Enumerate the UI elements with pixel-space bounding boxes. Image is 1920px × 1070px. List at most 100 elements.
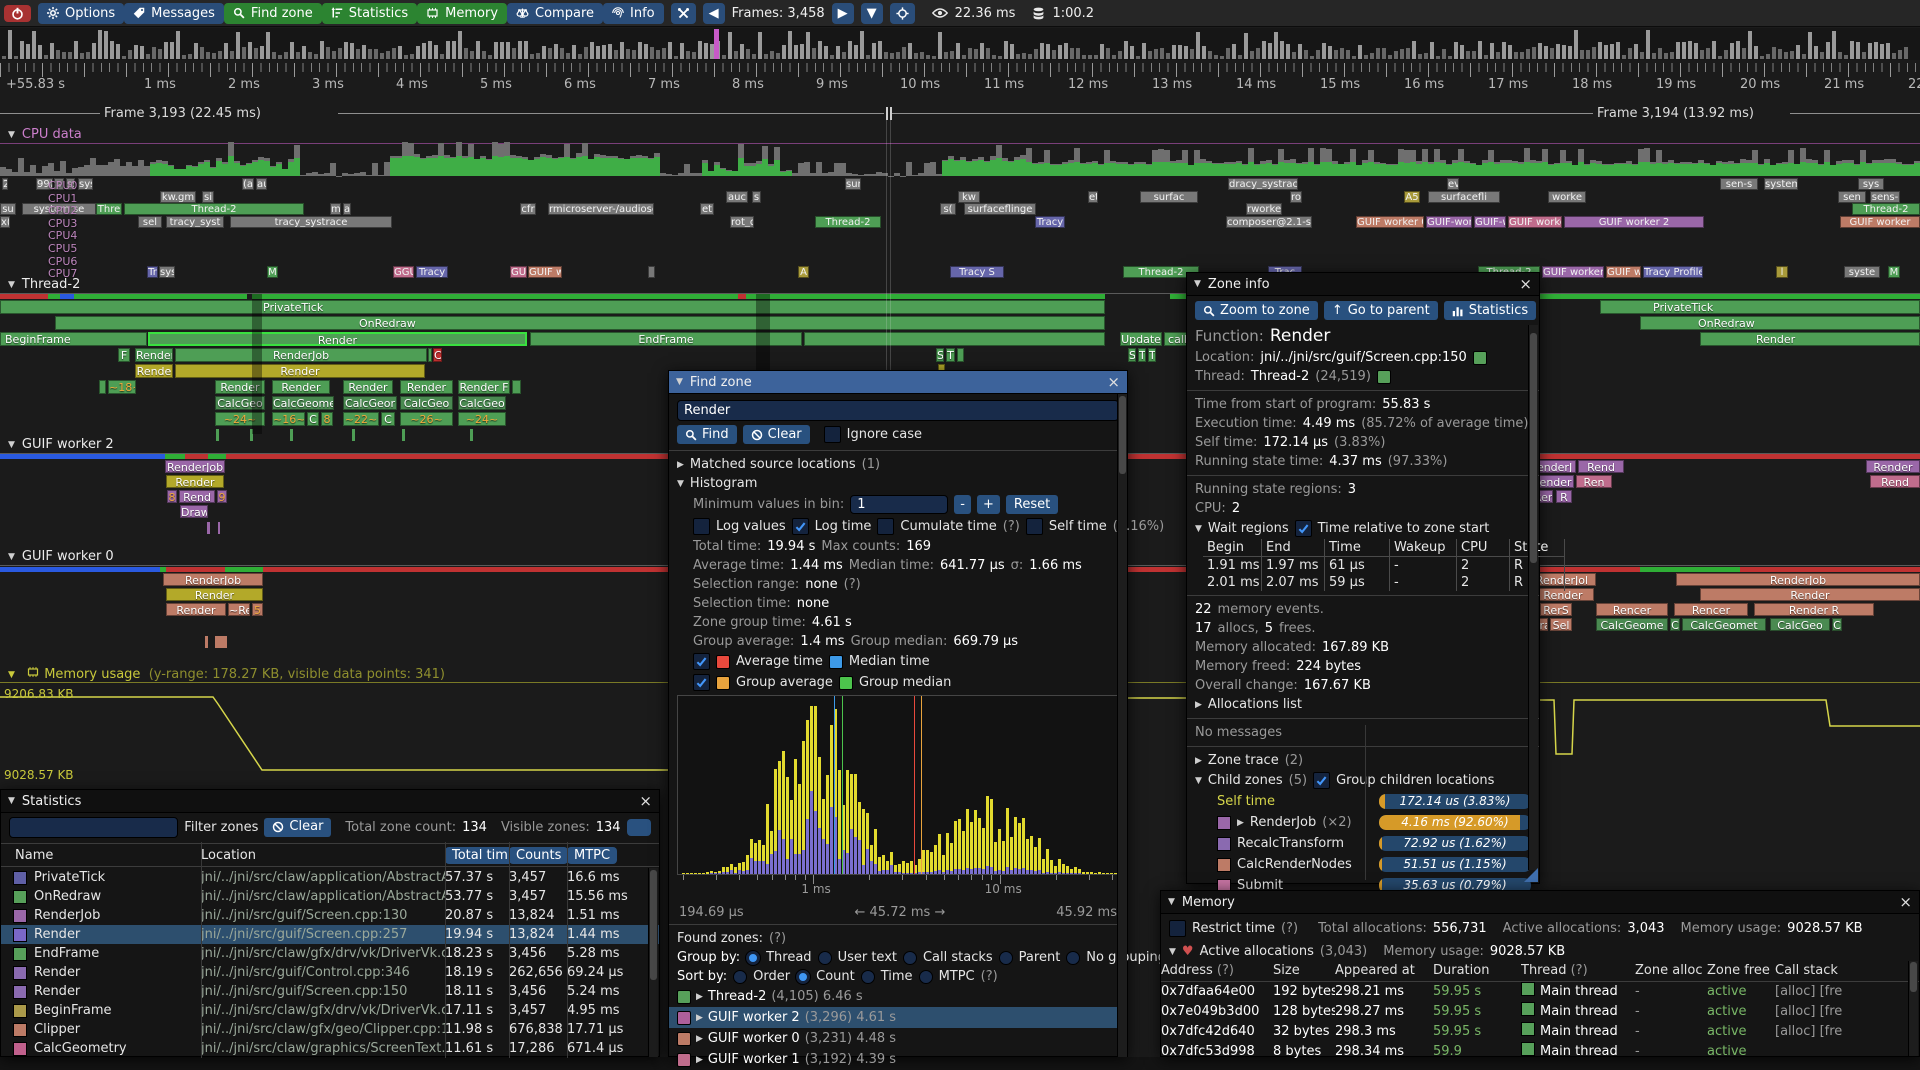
zone[interactable]: PrivateTick [1600,300,1920,314]
compare-button[interactable]: Compare [507,3,603,24]
zone[interactable]: Render [1700,588,1920,601]
zone[interactable]: CalcGeome [272,396,334,410]
zone[interactable]: RenderJob [165,460,225,473]
cpu-zone[interactable]: GUIF worker 1 [1508,216,1562,228]
zone-trace-section[interactable]: ▶Zone trace(2) [1187,751,1539,770]
zone[interactable]: ~18~ [108,380,136,394]
cpu-zone[interactable]: dracy_systrace [1228,178,1298,190]
prev-frame-button[interactable]: ◀ [703,3,725,24]
zone[interactable]: CalcGeo [1770,618,1830,631]
group-by-thread[interactable] [746,951,760,965]
zone[interactable]: Sel [1550,618,1572,631]
cpu-zone[interactable]: sen-s [1720,178,1758,190]
power-button[interactable] [4,5,31,22]
memory-titlebar[interactable]: ▼ Memory × [1161,891,1919,914]
cpu-zone[interactable]: tracy_systrace [230,216,392,228]
zone[interactable]: RenderJob [163,573,263,586]
cpu-zone[interactable]: kw [958,191,980,203]
zone[interactable]: Render [1700,332,1920,346]
histogram-plot[interactable] [677,695,1119,875]
memory-window[interactable]: ▼ Memory × Restrict time (?) Total alloc… [1160,890,1920,1057]
log-time-checkbox[interactable] [792,518,809,535]
zone[interactable]: Render [148,332,527,346]
zone[interactable]: Render F [458,380,510,394]
tools-button[interactable] [671,3,696,24]
collapse-icon[interactable]: ▼ [1194,279,1201,289]
active-allocations-section[interactable]: ▼ ♥ Active allocations (3,043) Memory us… [1161,942,1919,961]
child-zones-section[interactable]: ▼Child zones(5) Group children locations [1187,770,1539,791]
cpu-zone[interactable]: Thread-2 [1852,203,1920,215]
zone[interactable] [428,348,432,362]
cpu-zone[interactable]: rot_d [730,216,754,228]
zone[interactable]: ~16~ [272,412,305,426]
zone[interactable]: Render [272,380,330,394]
scrollbar-thumb[interactable] [1530,333,1537,563]
self-time-checkbox[interactable] [1026,518,1043,535]
cpu-zone[interactable]: (au [242,178,254,190]
found-zone-group[interactable]: ▶Thread-2(4,105) 6.46 s [669,986,1127,1007]
zone[interactable] [804,332,1105,346]
cpu-zone[interactable]: surfac [1140,191,1198,203]
scrollbar[interactable] [648,868,658,1057]
zone[interactable]: OnRedraw [1640,316,1920,330]
cumulate-time-checkbox[interactable] [877,518,894,535]
cpu-zone[interactable]: s( [940,203,956,215]
scrollbar[interactable] [1528,325,1538,870]
zone[interactable]: OnRedraw [55,316,1105,330]
scrollbar[interactable] [1117,394,1127,1057]
zone[interactable]: 5 [252,603,263,616]
reset-button[interactable]: Reset [1006,495,1058,514]
column-name[interactable]: Name [1,846,201,865]
zone[interactable]: Rencer [1674,603,1748,616]
restrict-time-checkbox[interactable] [1169,920,1186,937]
thread-header[interactable]: ▼Thread-2 [0,277,1920,294]
increase-button[interactable]: + [977,495,1000,514]
zone[interactable] [99,380,106,394]
group-children-checkbox[interactable] [1313,772,1330,789]
group-by-user-text[interactable] [818,951,832,965]
cpu-zone[interactable]: GUIF worker 0 [1356,216,1424,228]
zone[interactable]: S [936,348,944,362]
frame-dropdown-button[interactable]: ▼ [861,3,883,24]
cpu-zone[interactable]: et [700,203,714,215]
cpu-zone[interactable]: sur [845,178,861,190]
cpu-zone[interactable]: kw.gm [160,191,196,203]
options-button[interactable]: Options [38,3,124,24]
zone[interactable]: Render [166,588,263,601]
zone[interactable]: CalcGeo [458,396,506,410]
cpu-zone[interactable]: GUIF-w [1474,216,1506,228]
zone-info-titlebar[interactable]: ▼ Zone info × [1187,273,1539,296]
log-values-checkbox[interactable] [693,518,710,535]
zone[interactable]: Update [1120,332,1162,346]
sort-by-time[interactable] [861,970,875,984]
find-zone-button[interactable]: Find zone [224,3,322,24]
ignore-case-checkbox[interactable] [824,426,841,443]
scrollbar-thumb[interactable] [1119,396,1126,474]
zone[interactable]: Render [1866,460,1920,473]
clear-button[interactable]: Clear [743,425,810,444]
sort-by-order[interactable] [733,970,747,984]
cpu-zone[interactable]: worke [1548,191,1586,203]
cpu-zone[interactable]: Thread-2 [815,216,881,228]
thread-value[interactable]: Thread-2 [1251,369,1309,384]
allocations-list-section[interactable]: ▶Allocations list [1187,695,1539,714]
zone[interactable]: 9 [217,490,227,503]
thread-color-swatch[interactable] [1377,370,1391,384]
cpu-zone[interactable]: A5 [1404,191,1420,203]
zone[interactable]: T [1138,348,1146,362]
zone[interactable]: Render [135,348,173,362]
cpu-zone[interactable]: rmicroserver-/audiose [548,203,654,215]
sort-by-count[interactable] [796,970,810,984]
legend-checkbox[interactable] [693,674,710,691]
zone[interactable]: Rende [135,364,173,378]
collapse-icon[interactable]: ▼ [8,796,15,806]
zone[interactable]: ~Re [228,603,250,616]
